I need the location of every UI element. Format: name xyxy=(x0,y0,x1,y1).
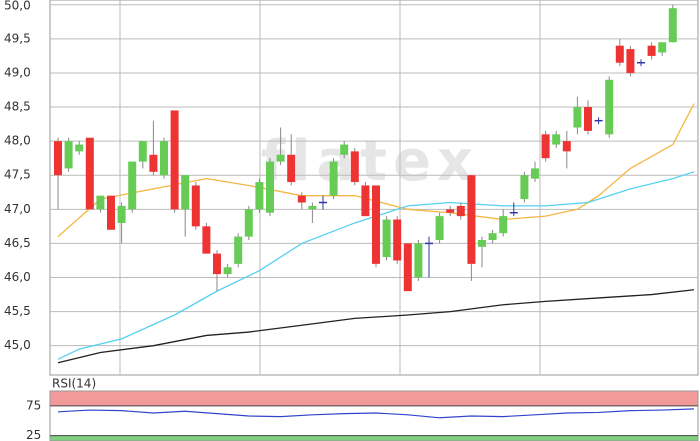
candle-body xyxy=(499,216,508,234)
candle-body xyxy=(234,236,243,264)
y-tick-label: 45,0 xyxy=(4,338,31,352)
y-tick-label: 47,0 xyxy=(4,202,31,216)
candle-body xyxy=(562,141,571,152)
candle-body xyxy=(329,161,338,196)
candle-body xyxy=(308,205,317,210)
candle-body xyxy=(658,42,667,53)
candle-body xyxy=(160,141,168,176)
rsi-tick-label: 75 xyxy=(26,398,41,412)
candle-body xyxy=(520,175,529,200)
candle-body xyxy=(85,137,94,210)
candle-body xyxy=(96,195,105,210)
candle-body xyxy=(266,161,274,213)
candle-body xyxy=(287,154,296,183)
candle-body xyxy=(573,107,582,128)
candle-body xyxy=(255,182,264,210)
candle-body xyxy=(297,195,306,203)
candle-body xyxy=(615,45,624,63)
candle-body xyxy=(54,141,62,176)
y-tick-label: 46,0 xyxy=(4,270,31,284)
moving-average xyxy=(57,289,695,364)
candle-body xyxy=(191,185,200,227)
candle-body xyxy=(117,205,126,223)
candle-body xyxy=(350,151,359,183)
candle-body xyxy=(403,243,412,292)
candle-body xyxy=(414,243,423,278)
candle-body xyxy=(244,209,253,237)
rsi-tick-label: 25 xyxy=(26,428,41,441)
candle-body xyxy=(382,219,391,258)
y-tick-label: 48,0 xyxy=(4,134,31,148)
watermark: flatex xyxy=(261,129,479,194)
rsi-line xyxy=(57,408,695,419)
candle-body xyxy=(128,161,137,210)
y-tick-label: 45,5 xyxy=(4,304,31,318)
candle-body xyxy=(361,185,370,217)
y-tick-label: 49,0 xyxy=(4,65,31,79)
candle-body xyxy=(213,253,221,275)
candle-body xyxy=(435,216,444,240)
candle-body xyxy=(223,267,232,275)
candle-body xyxy=(446,209,455,213)
rsi-title: RSI(14) xyxy=(52,377,96,391)
candle-body xyxy=(107,195,115,230)
rsi-band xyxy=(50,391,698,406)
candle-body xyxy=(75,144,84,152)
candle-body xyxy=(467,175,476,264)
candle-body xyxy=(149,154,158,172)
rsi-band xyxy=(50,435,698,441)
y-tick-label: 47,5 xyxy=(4,168,31,182)
candle-body xyxy=(181,175,190,210)
candle-body xyxy=(340,144,349,155)
y-tick-label: 49,5 xyxy=(4,31,31,45)
y-tick-label: 48,5 xyxy=(4,100,31,114)
candle-body xyxy=(552,134,561,145)
candle-body xyxy=(456,205,465,217)
rsi-frame xyxy=(49,390,699,441)
y-tick-label: 46,5 xyxy=(4,236,31,250)
candle-body xyxy=(372,185,380,264)
y-tick-label: 50,0 xyxy=(4,0,31,13)
candle-body xyxy=(488,233,497,240)
candle-body xyxy=(541,134,550,159)
candle-body xyxy=(668,8,677,43)
candle-body xyxy=(647,45,656,56)
candle-body xyxy=(138,141,147,162)
candle-body xyxy=(276,154,285,162)
candle-body xyxy=(202,226,211,254)
candle-body xyxy=(584,107,592,131)
moving-average xyxy=(57,103,695,238)
candle-body xyxy=(64,141,73,169)
candle-body xyxy=(393,219,402,261)
candle-body xyxy=(531,168,539,179)
candle-body xyxy=(170,110,179,210)
moving-average xyxy=(57,171,695,360)
candle-body xyxy=(478,240,486,247)
candle-body xyxy=(605,79,614,135)
candle-body xyxy=(626,49,635,73)
